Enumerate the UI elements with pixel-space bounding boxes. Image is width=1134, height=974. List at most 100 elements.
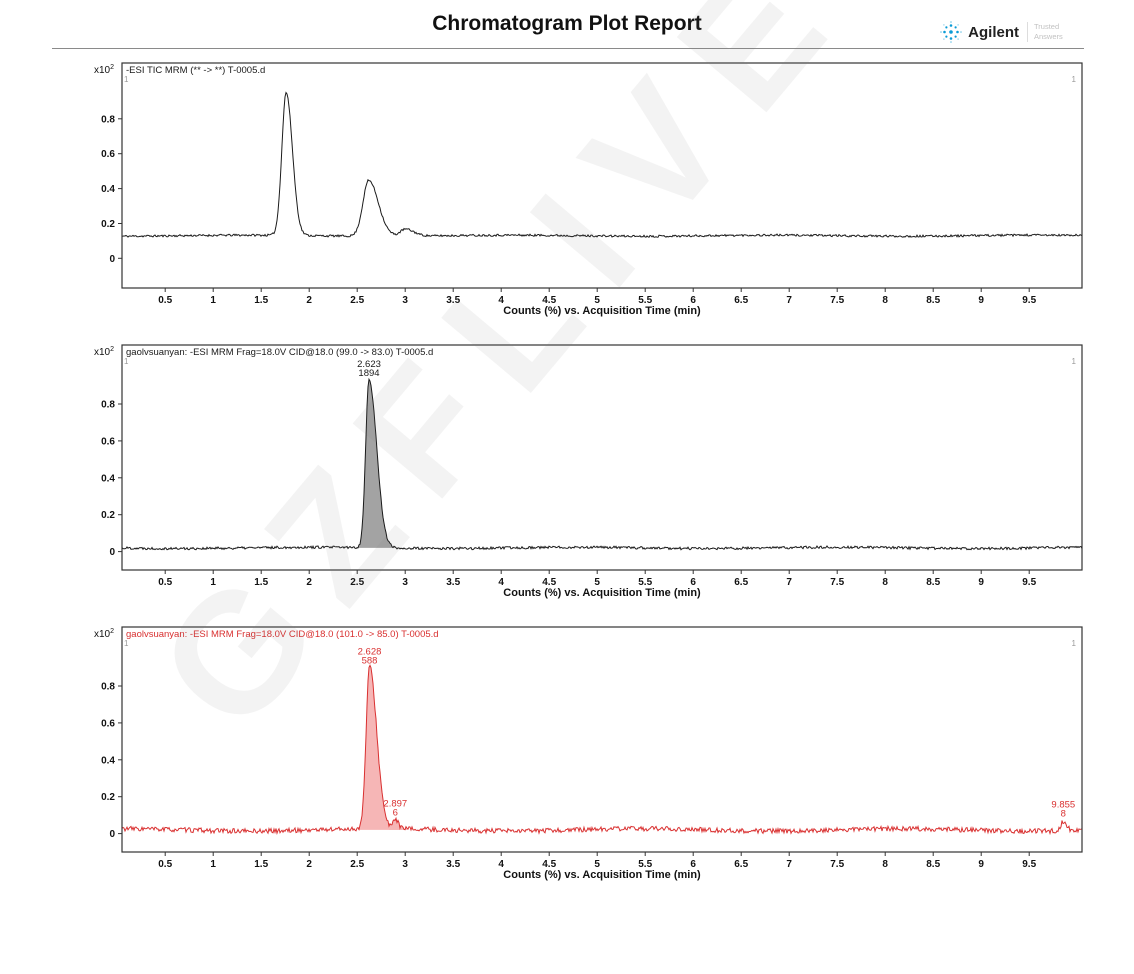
svg-text:2.5: 2.5 — [350, 859, 364, 870]
svg-text:7.5: 7.5 — [830, 577, 844, 588]
svg-text:2: 2 — [306, 295, 312, 306]
svg-text:1.5: 1.5 — [254, 577, 268, 588]
svg-text:3.5: 3.5 — [446, 295, 460, 306]
svg-text:gaolvsuanyan: -ESI MRM Frag=18: gaolvsuanyan: -ESI MRM Frag=18.0V CID@18… — [126, 347, 433, 358]
svg-text:-ESI TIC MRM (** -> **) T-0005: -ESI TIC MRM (** -> **) T-0005.d — [126, 65, 265, 76]
svg-text:1.5: 1.5 — [254, 859, 268, 870]
svg-text:0: 0 — [109, 829, 115, 840]
chromatogram-plot-mrm-101-85: x102 0 0.2 0.4 0.6 0.8 0.5 1 1.5 2 2.5 3 3.5 4 4.5 5 5.5… — [94, 626, 1083, 870]
agilent-brand: Agilent Trusted Answers — [939, 20, 1086, 44]
svg-text:1: 1 — [210, 295, 216, 306]
svg-text:4: 4 — [498, 295, 504, 306]
svg-text:1: 1 — [1072, 357, 1077, 366]
svg-text:0: 0 — [109, 254, 115, 265]
x-axis-title-1: Counts (%) vs. Acquisition Time (min) — [503, 305, 701, 317]
brand-name: Agilent — [968, 23, 1019, 41]
svg-text:5.5: 5.5 — [638, 295, 652, 306]
svg-text:8: 8 — [882, 859, 888, 870]
svg-text:0.4: 0.4 — [101, 184, 115, 195]
svg-text:0.5: 0.5 — [158, 577, 172, 588]
svg-text:0.6: 0.6 — [101, 718, 115, 729]
svg-text:8.5: 8.5 — [926, 577, 940, 588]
svg-text:2.5: 2.5 — [350, 295, 364, 306]
svg-text:3: 3 — [402, 295, 408, 306]
svg-text:0.2: 0.2 — [101, 792, 115, 803]
svg-text:0.6: 0.6 — [101, 436, 115, 447]
svg-text:2.897: 2.897 — [383, 799, 407, 810]
svg-text:1.5: 1.5 — [254, 295, 268, 306]
svg-text:7.5: 7.5 — [830, 859, 844, 870]
svg-text:5: 5 — [594, 295, 600, 306]
svg-text:6: 6 — [690, 295, 696, 306]
svg-text:9.855: 9.855 — [1051, 800, 1075, 811]
svg-text:0.5: 0.5 — [158, 295, 172, 306]
svg-text:8.5: 8.5 — [926, 295, 940, 306]
svg-text:0.4: 0.4 — [101, 473, 115, 484]
svg-text:8: 8 — [882, 295, 888, 306]
svg-text:x102: x102 — [94, 346, 114, 358]
svg-text:2: 2 — [306, 577, 312, 588]
brand-tagline: Trusted Answers — [1027, 22, 1086, 42]
svg-text:2.628: 2.628 — [358, 647, 382, 658]
svg-text:3: 3 — [402, 577, 408, 588]
svg-text:9.5: 9.5 — [1022, 295, 1036, 306]
svg-text:0.8: 0.8 — [101, 400, 115, 411]
svg-text:588: 588 — [362, 656, 378, 667]
svg-text:3.5: 3.5 — [446, 859, 460, 870]
header-divider — [52, 48, 1084, 49]
svg-text:1: 1 — [1072, 75, 1077, 84]
svg-text:0.2: 0.2 — [101, 510, 115, 521]
svg-text:0.8: 0.8 — [101, 682, 115, 693]
svg-text:5.5: 5.5 — [638, 859, 652, 870]
report-header: Chromatogram Plot Report — [0, 0, 1134, 46]
svg-text:7: 7 — [786, 577, 792, 588]
svg-text:4.5: 4.5 — [542, 859, 556, 870]
svg-text:1: 1 — [1072, 639, 1077, 648]
svg-text:2: 2 — [306, 859, 312, 870]
chromatogram-plot-tic: x102 0 0.2 0.4 0.6 0.8 0.5 1 1.5 2 2.5 3 3.5 4 4.5 5 5.5… — [94, 62, 1083, 306]
svg-text:8: 8 — [1061, 809, 1066, 820]
svg-text:4.5: 4.5 — [542, 577, 556, 588]
svg-text:1: 1 — [124, 75, 129, 84]
svg-text:6.5: 6.5 — [734, 859, 748, 870]
svg-text:6: 6 — [393, 808, 398, 819]
svg-text:1: 1 — [124, 639, 129, 648]
svg-text:1: 1 — [210, 859, 216, 870]
chromatogram-panel-mrm-101-85: x102 0 0.2 0.4 0.6 0.8 0.5 1 1.5 2 2.5 3 3.5 4 4.5 5 5.5… — [0, 625, 1134, 881]
svg-text:0.8: 0.8 — [101, 114, 115, 125]
svg-text:9: 9 — [978, 859, 984, 870]
svg-text:8.5: 8.5 — [926, 859, 940, 870]
svg-text:3: 3 — [402, 859, 408, 870]
svg-text:1894: 1894 — [358, 368, 379, 379]
x-axis-title-3: Counts (%) vs. Acquisition Time (min) — [503, 869, 701, 881]
svg-text:4: 4 — [498, 577, 504, 588]
svg-text:6.5: 6.5 — [734, 577, 748, 588]
svg-text:6.5: 6.5 — [734, 295, 748, 306]
svg-text:3.5: 3.5 — [446, 577, 460, 588]
svg-text:0.4: 0.4 — [101, 755, 115, 766]
svg-text:2.5: 2.5 — [350, 577, 364, 588]
svg-text:6: 6 — [690, 859, 696, 870]
chromatogram-panel-mrm-99-83: x102 0 0.2 0.4 0.6 0.8 0.5 1 1.5 2 2.5 3 3.5 4 4.5 5 5.5… — [0, 343, 1134, 599]
svg-text:gaolvsuanyan: -ESI MRM Frag=18: gaolvsuanyan: -ESI MRM Frag=18.0V CID@18… — [126, 629, 439, 640]
svg-text:9: 9 — [978, 577, 984, 588]
x-axis-title-2: Counts (%) vs. Acquisition Time (min) — [503, 587, 701, 599]
svg-text:8: 8 — [882, 577, 888, 588]
svg-text:2.623: 2.623 — [357, 359, 381, 370]
svg-text:9.5: 9.5 — [1022, 577, 1036, 588]
report-body: x102 0 0.2 0.4 0.6 0.8 0.5 1 1.5 2 2.5 3 3.5 4 4.5 5 5.5… — [0, 49, 1134, 881]
svg-text:9.5: 9.5 — [1022, 859, 1036, 870]
svg-text:9: 9 — [978, 295, 984, 306]
chromatogram-plot-mrm-99-83: x102 0 0.2 0.4 0.6 0.8 0.5 1 1.5 2 2.5 3 3.5 4 4.5 5 5.5… — [94, 344, 1083, 588]
svg-text:0.2: 0.2 — [101, 219, 115, 230]
svg-text:4.5: 4.5 — [542, 295, 556, 306]
report-page: GZFLIVE Chromatogram Plot Report — [0, 0, 1134, 881]
svg-text:0: 0 — [109, 547, 115, 558]
svg-text:0.6: 0.6 — [101, 149, 115, 160]
svg-text:5.5: 5.5 — [638, 577, 652, 588]
svg-text:1: 1 — [210, 577, 216, 588]
svg-text:x102: x102 — [94, 64, 114, 76]
svg-text:5: 5 — [594, 577, 600, 588]
svg-text:7.5: 7.5 — [830, 295, 844, 306]
svg-text:4: 4 — [498, 859, 504, 870]
